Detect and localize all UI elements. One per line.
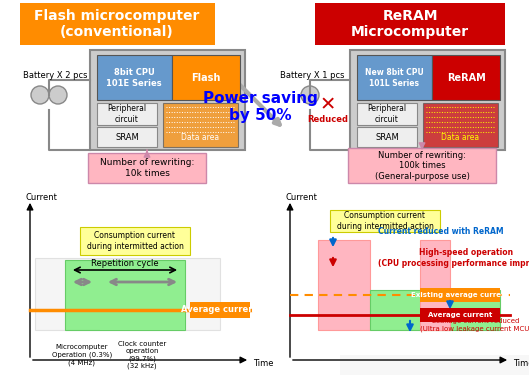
- Text: Current: Current: [285, 192, 317, 201]
- Text: New 8bit CPU
101L Series: New 8bit CPU 101L Series: [364, 68, 423, 88]
- Bar: [100, 302, 185, 330]
- Bar: [97, 127, 157, 147]
- Text: Average current: Average current: [428, 312, 492, 318]
- Bar: [357, 55, 432, 100]
- Text: SRAM: SRAM: [115, 132, 139, 141]
- Text: ReRAM: ReRAM: [446, 73, 486, 83]
- Text: Microcomputer
Operation (0.3%)
(4 MHz): Microcomputer Operation (0.3%) (4 MHz): [52, 345, 112, 366]
- Bar: [97, 103, 157, 125]
- Text: Flash microcomputer
(conventional): Flash microcomputer (conventional): [34, 9, 199, 39]
- Text: Number of rewriting:
100k times
(General-purpose use): Number of rewriting: 100k times (General…: [375, 151, 469, 181]
- Text: Data area: Data area: [441, 132, 479, 141]
- Text: Peripheral
circuit: Peripheral circuit: [107, 104, 147, 124]
- Text: Clock counter
operation
(99.7%)
(32 kHz): Clock counter operation (99.7%) (32 kHz): [118, 341, 166, 369]
- Text: Time: Time: [513, 358, 529, 368]
- Text: Reduced: Reduced: [307, 116, 349, 124]
- Text: Data area: Data area: [181, 132, 219, 141]
- Bar: [35, 258, 220, 330]
- Text: ReRAM
Microcomputer: ReRAM Microcomputer: [351, 9, 469, 39]
- Text: Power saving
by 50%: Power saving by 50%: [203, 91, 317, 123]
- Bar: [318, 240, 370, 330]
- Text: Average current: Average current: [181, 306, 259, 315]
- Text: Consumption current
during intermitted action: Consumption current during intermitted a…: [336, 211, 433, 231]
- Bar: [315, 3, 505, 45]
- Bar: [163, 103, 238, 147]
- Bar: [370, 290, 500, 330]
- Text: Number of rewriting:
10k times: Number of rewriting: 10k times: [100, 158, 194, 178]
- Bar: [80, 227, 190, 255]
- Text: Consumption current
during intermitted action: Consumption current during intermitted a…: [87, 231, 184, 251]
- Bar: [90, 50, 245, 150]
- Bar: [190, 302, 250, 318]
- Bar: [348, 148, 496, 183]
- Bar: [423, 103, 498, 147]
- Circle shape: [49, 86, 67, 104]
- Text: SRAM: SRAM: [375, 132, 399, 141]
- Circle shape: [31, 86, 49, 104]
- Bar: [420, 308, 500, 322]
- Bar: [420, 240, 450, 330]
- Text: Flash: Flash: [191, 73, 221, 83]
- Bar: [88, 153, 206, 183]
- Text: Peripheral
circuit: Peripheral circuit: [368, 104, 407, 124]
- Text: Repetition cycle: Repetition cycle: [91, 260, 159, 268]
- Bar: [65, 260, 185, 330]
- Circle shape: [301, 86, 319, 104]
- Text: Battery X 1 pcs: Battery X 1 pcs: [280, 70, 344, 80]
- Bar: [350, 50, 505, 150]
- Bar: [420, 288, 500, 302]
- Bar: [97, 55, 172, 100]
- Text: ✕: ✕: [320, 96, 336, 114]
- Text: Time: Time: [253, 358, 273, 368]
- Bar: [20, 3, 215, 45]
- Bar: [172, 55, 240, 100]
- Bar: [340, 355, 529, 375]
- Text: Battery X 2 pcs: Battery X 2 pcs: [23, 70, 87, 80]
- Text: Existing average current: Existing average current: [411, 292, 509, 298]
- Text: High-speed operation
(CPU processing performance improved): High-speed operation (CPU processing per…: [378, 248, 529, 268]
- Bar: [330, 210, 440, 232]
- Bar: [357, 127, 417, 147]
- Text: Current: Current: [25, 192, 57, 201]
- Text: Current reduced with ReRAM: Current reduced with ReRAM: [378, 228, 504, 237]
- Text: 8bit CPU
101E Series: 8bit CPU 101E Series: [106, 68, 162, 88]
- Text: Leakage current reduced
(Ultra low leakage current MCU): Leakage current reduced (Ultra low leaka…: [420, 318, 529, 332]
- Bar: [357, 103, 417, 125]
- Bar: [432, 55, 500, 100]
